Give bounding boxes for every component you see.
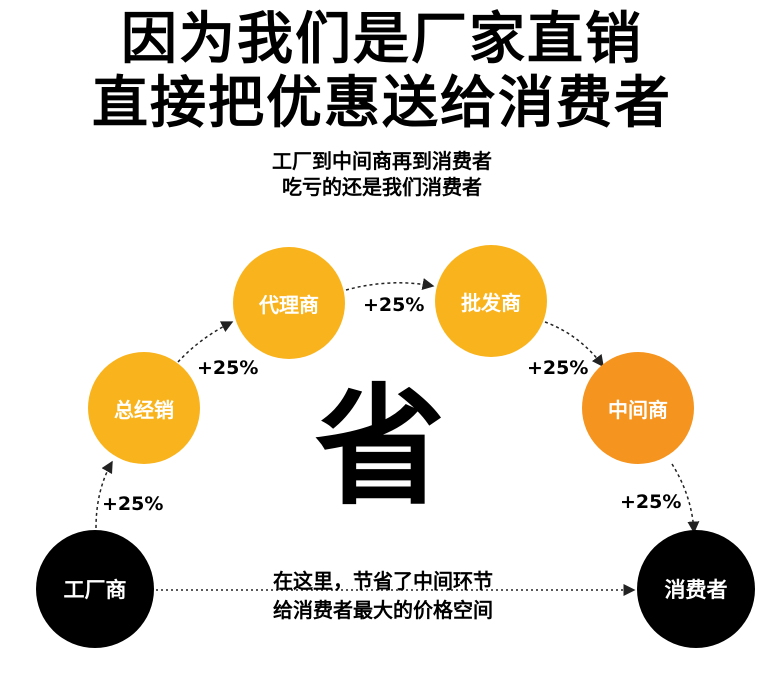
headline-line-2: 直接把优惠送给消费者 xyxy=(92,71,672,136)
node-agent: 代理商 xyxy=(233,247,345,359)
arrow-general-to-agent xyxy=(177,321,234,363)
node-factory: 工厂商 xyxy=(36,530,154,648)
savings-note-line-1: 在这里，节省了中间环节 xyxy=(273,569,493,593)
arrow-factory-to-general xyxy=(95,460,113,529)
subline-line-2: 吃亏的还是我们消费者 xyxy=(282,175,482,199)
node-consumer: 消费者 xyxy=(637,530,755,648)
markup-general-to-agent: +25% xyxy=(197,357,259,379)
savings-note-line-2: 给消费者最大的价格空间 xyxy=(273,598,493,622)
node-wholesaler: 批发商 xyxy=(435,245,547,357)
markup-middleman-to-consumer: +25% xyxy=(620,491,682,513)
arrow-wholesaler-to-middleman xyxy=(544,321,604,368)
markup-wholesaler-to-middleman: +25% xyxy=(527,357,589,379)
arrow-middleman-to-consumer xyxy=(671,463,700,534)
node-general-distributor: 总经销 xyxy=(88,352,200,464)
center-save-character: 省 xyxy=(314,371,445,523)
node-middleman: 中间商 xyxy=(582,352,694,464)
markup-agent-to-wholesaler: +25% xyxy=(363,294,425,316)
arrow-agent-to-wholesaler xyxy=(345,278,435,291)
markup-factory-to-general: +25% xyxy=(102,493,164,515)
headline-line-1: 因为我们是厂家直销 xyxy=(121,7,643,72)
subline-line-1: 工厂到中间商再到消费者 xyxy=(272,149,492,173)
